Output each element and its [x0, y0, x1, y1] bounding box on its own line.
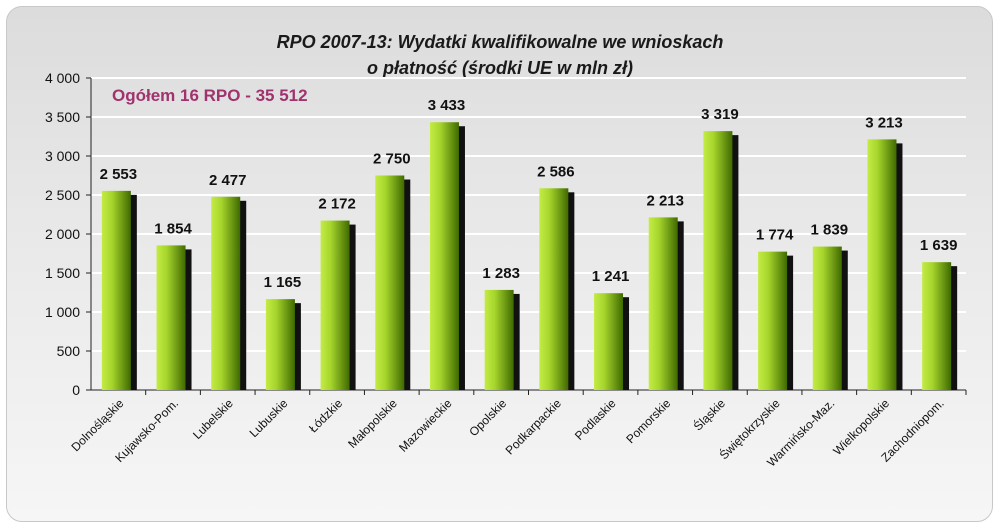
total-annotation: Ogółem 16 RPO - 35 512	[112, 86, 308, 105]
bar	[484, 289, 514, 390]
x-tick-label: Opolskie	[466, 396, 509, 439]
chart-title-line-2: o płatność (środki UE w mln zł)	[367, 58, 633, 78]
data-label: 2 213	[646, 192, 684, 209]
data-label: 1 774	[756, 227, 794, 244]
y-tick-label: 2 000	[45, 226, 80, 242]
bar	[375, 175, 405, 390]
y-tick-label: 2 500	[45, 187, 80, 203]
x-tick-label: Lubuskie	[247, 396, 291, 440]
bar	[648, 217, 678, 390]
x-tick-label: Pomorskie	[623, 396, 673, 446]
data-label: 1 241	[592, 268, 630, 285]
x-tick-label: Lubelskie	[190, 396, 236, 442]
data-label: 1 165	[264, 274, 302, 291]
x-tick-label: Śląskie	[690, 395, 728, 433]
bar	[101, 190, 131, 390]
y-tick-label: 4 000	[45, 70, 80, 86]
data-label: 3 433	[428, 97, 466, 114]
data-label: 2 172	[318, 196, 356, 213]
data-label: 3 319	[701, 106, 739, 123]
bar	[812, 246, 842, 390]
data-label: 2 477	[209, 172, 247, 189]
y-tick-label: 3 500	[45, 109, 80, 125]
data-label: 1 639	[920, 237, 958, 254]
bar	[429, 122, 459, 390]
bar	[922, 262, 952, 390]
data-label: 1 283	[482, 265, 520, 282]
x-tick-label: Dolnośląskie	[68, 396, 126, 454]
data-label: 1 839	[811, 222, 849, 239]
bar	[320, 220, 350, 390]
bar	[594, 293, 624, 390]
data-label: 2 553	[100, 166, 138, 183]
x-tick-label: Podlaskie	[572, 396, 619, 443]
bar	[265, 299, 295, 390]
y-tick-label: 500	[57, 343, 81, 359]
y-tick-label: 0	[72, 382, 80, 398]
x-tick-label: Łódzkie	[306, 396, 345, 435]
bar	[867, 139, 897, 390]
y-tick-label: 3 000	[45, 148, 80, 164]
bar	[758, 251, 788, 390]
bar	[703, 131, 733, 391]
x-tick-label: Mazowieckie	[396, 396, 455, 455]
y-tick-label: 1 000	[45, 304, 80, 320]
x-tick-label: Podkarpackie	[503, 396, 565, 458]
chart-title-line-1: RPO 2007-13: Wydatki kwalifikowalne we w…	[277, 32, 724, 52]
data-label: 3 213	[865, 114, 903, 131]
data-label: 2 750	[373, 151, 411, 168]
x-tick-label: Małopolskie	[345, 396, 400, 451]
data-label: 2 586	[537, 163, 575, 180]
y-tick-label: 1 500	[45, 265, 80, 281]
bar	[539, 188, 569, 390]
data-label: 1 854	[154, 220, 192, 237]
bar	[156, 245, 186, 390]
bar	[211, 196, 241, 390]
